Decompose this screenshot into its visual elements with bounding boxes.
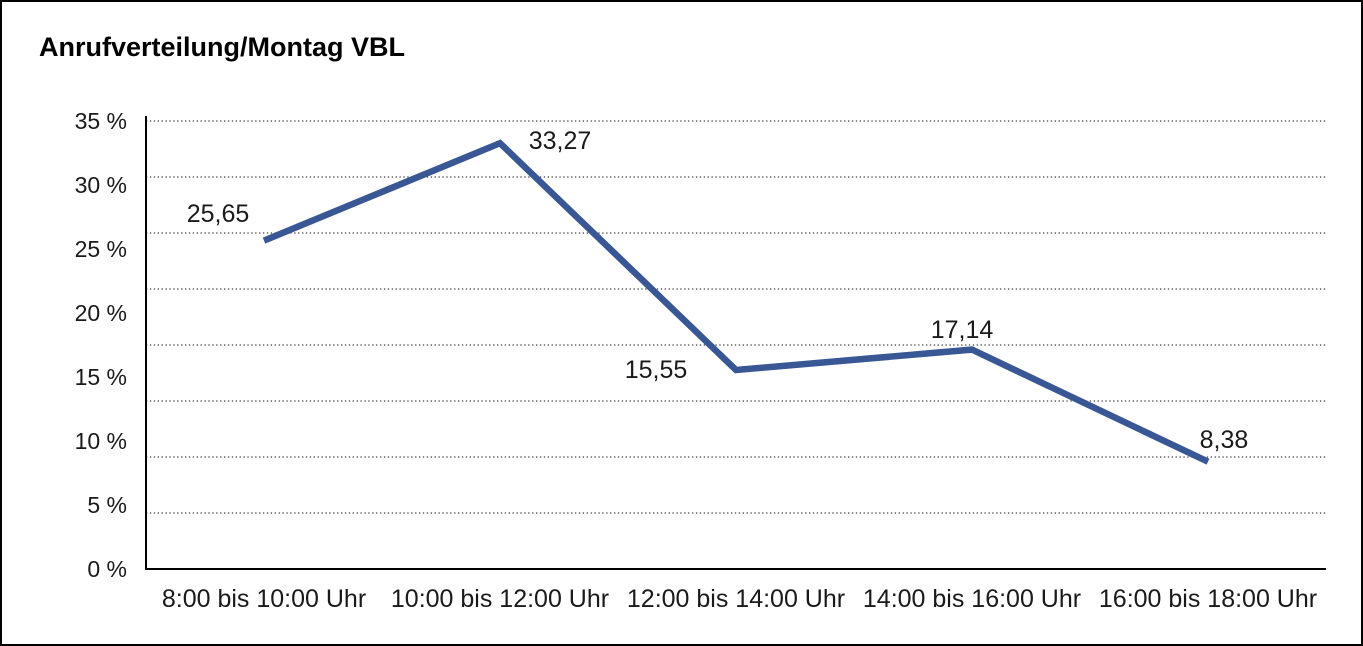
x-axis-label: 16:00 bis 18:00 Uhr xyxy=(1098,585,1318,613)
y-tick-label: 25 % xyxy=(74,236,127,262)
x-axis-label: 8:00 bis 10:00 Uhr xyxy=(161,585,367,613)
data-point-label: 33,27 xyxy=(528,127,592,156)
y-tick-label: 5 % xyxy=(87,492,127,518)
y-tick-label: 15 % xyxy=(74,364,127,390)
data-point-label: 15,55 xyxy=(624,355,688,384)
y-tick-label: 35 % xyxy=(74,108,127,134)
y-tick-label: 0 % xyxy=(87,556,127,582)
y-tick-label: 10 % xyxy=(74,428,127,454)
y-tick-label: 20 % xyxy=(74,300,127,326)
x-axis-label: 12:00 bis 14:00 Uhr xyxy=(626,585,846,613)
data-point-label: 17,14 xyxy=(930,315,994,344)
data-point-label: 25,65 xyxy=(186,199,250,228)
x-axis-label: 10:00 bis 12:00 Uhr xyxy=(390,585,610,613)
data-line xyxy=(262,139,1210,465)
data-point-label: 8,38 xyxy=(1199,425,1249,454)
chart-title: Anrufverteilung/Montag VBL xyxy=(39,32,405,62)
y-tick-label: 30 % xyxy=(74,172,127,198)
x-axis-label: 14:00 bis 16:00 Uhr xyxy=(862,585,1082,613)
